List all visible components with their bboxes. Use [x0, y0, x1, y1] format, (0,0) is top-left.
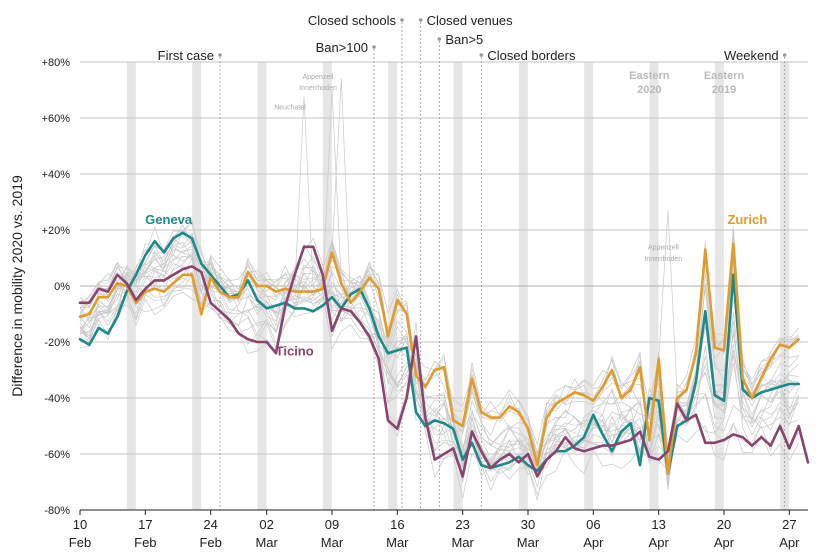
x-tick-day: 02: [259, 517, 273, 532]
event-dot: [218, 53, 222, 57]
x-tick-day: 13: [651, 517, 665, 532]
y-tick-label: +40%: [42, 169, 71, 181]
series-label-ticino: Ticino: [276, 343, 314, 358]
event-dot: [400, 18, 404, 22]
canton-line-spike: [322, 89, 342, 289]
annotation-appenzell-right: Innerrhoden: [644, 256, 682, 263]
canton-line-spike: [658, 210, 678, 399]
x-tick-month: Feb: [199, 535, 221, 550]
y-axis-label: Difference in mobility 2020 vs. 2019: [9, 175, 25, 397]
x-tick-month: Apr: [583, 535, 604, 550]
x-tick-day: 24: [203, 517, 217, 532]
x-tick-month: Apr: [714, 535, 735, 550]
gridlines: [80, 61, 808, 511]
canton-line: [79, 267, 800, 499]
annotation-appenzell: Appenzell: [303, 74, 334, 81]
canton-line: [79, 229, 799, 465]
event-dot: [782, 53, 787, 57]
x-tick-month: Mar: [451, 535, 474, 550]
y-tick-label: 0%: [54, 281, 70, 293]
x-tick-day: 27: [782, 517, 796, 532]
y-tick-label: +20%: [42, 225, 71, 237]
event-dot: [418, 18, 423, 22]
annotation-appenzell: Innerrhoden: [299, 85, 337, 92]
canton-line: [79, 223, 799, 467]
x-tick-day: 09: [325, 517, 339, 532]
event-dot: [437, 37, 442, 41]
series-line-geneva: [78, 231, 800, 475]
event-label: Closed borders: [487, 48, 576, 63]
y-tick-label: -80%: [44, 505, 70, 517]
x-tick-month: Mar: [255, 535, 278, 550]
axes: +80% +60% +40% +20% 0% -20% -40% -60% -80%10 Feb 1…: [9, 57, 808, 550]
event-label: Weekend: [724, 48, 779, 63]
x-tick-month: Apr: [649, 535, 670, 550]
event-label: Ban>100: [316, 40, 368, 55]
event-label: Ban>5: [445, 32, 483, 47]
event-label: Closed venues: [427, 13, 513, 28]
event-dot: [479, 53, 484, 57]
event-markers: First case Ban>100 Closed schools Closed ve…: [158, 13, 787, 510]
x-tick-day: 10: [73, 517, 87, 532]
canton-line: [79, 243, 800, 475]
annotation-eastern-2020: 2020: [637, 84, 661, 96]
series-line-zurich: [78, 242, 800, 475]
canton-line: [79, 245, 799, 462]
annotation-eastern-2020: Eastern: [629, 70, 670, 82]
event-label: Closed schools: [308, 13, 397, 28]
x-tick-month: Feb: [69, 535, 91, 550]
x-tick-day: 17: [138, 517, 152, 532]
y-tick-label: +60%: [42, 113, 71, 125]
event-dot: [372, 45, 376, 49]
annotation-appenzell-right: Appenzell: [648, 245, 679, 252]
series-label-geneva: Geneva: [145, 212, 193, 227]
y-tick-label: -60%: [44, 449, 70, 461]
y-tick-label: +80%: [42, 57, 71, 69]
y-tick-label: -20%: [44, 337, 70, 349]
x-tick-month: Mar: [517, 535, 540, 550]
canton-line: [79, 233, 799, 486]
x-tick-day: 06: [586, 517, 600, 532]
x-tick-month: Mar: [321, 535, 344, 550]
x-tick-month: Feb: [134, 535, 156, 550]
canton-line-spike: [331, 78, 352, 303]
series-label-zurich: Zurich: [727, 212, 767, 227]
x-tick-day: 16: [390, 517, 404, 532]
annotation-neuchatel: Neuchatel: [274, 105, 306, 112]
x-tick-month: Mar: [386, 535, 409, 550]
x-tick-month: Apr: [779, 535, 800, 550]
series-line-ticino: [78, 245, 810, 478]
canton-line: [79, 226, 799, 450]
x-tick-day: 30: [521, 517, 535, 532]
canton-line-spike: [294, 95, 314, 292]
annotation-eastern-2019: Eastern: [704, 70, 745, 82]
y-tick-label: -40%: [44, 393, 70, 405]
annotations: Appenzell Innerrhoden Neuchatel Appenzell In…: [274, 70, 744, 263]
x-tick-day: 20: [717, 517, 731, 532]
x-tick-day: 23: [455, 517, 469, 532]
event-label: First case: [158, 48, 214, 63]
highlighted-series: Geneva Zurich Ticino: [78, 212, 810, 478]
annotation-eastern-2019: 2019: [712, 84, 736, 96]
